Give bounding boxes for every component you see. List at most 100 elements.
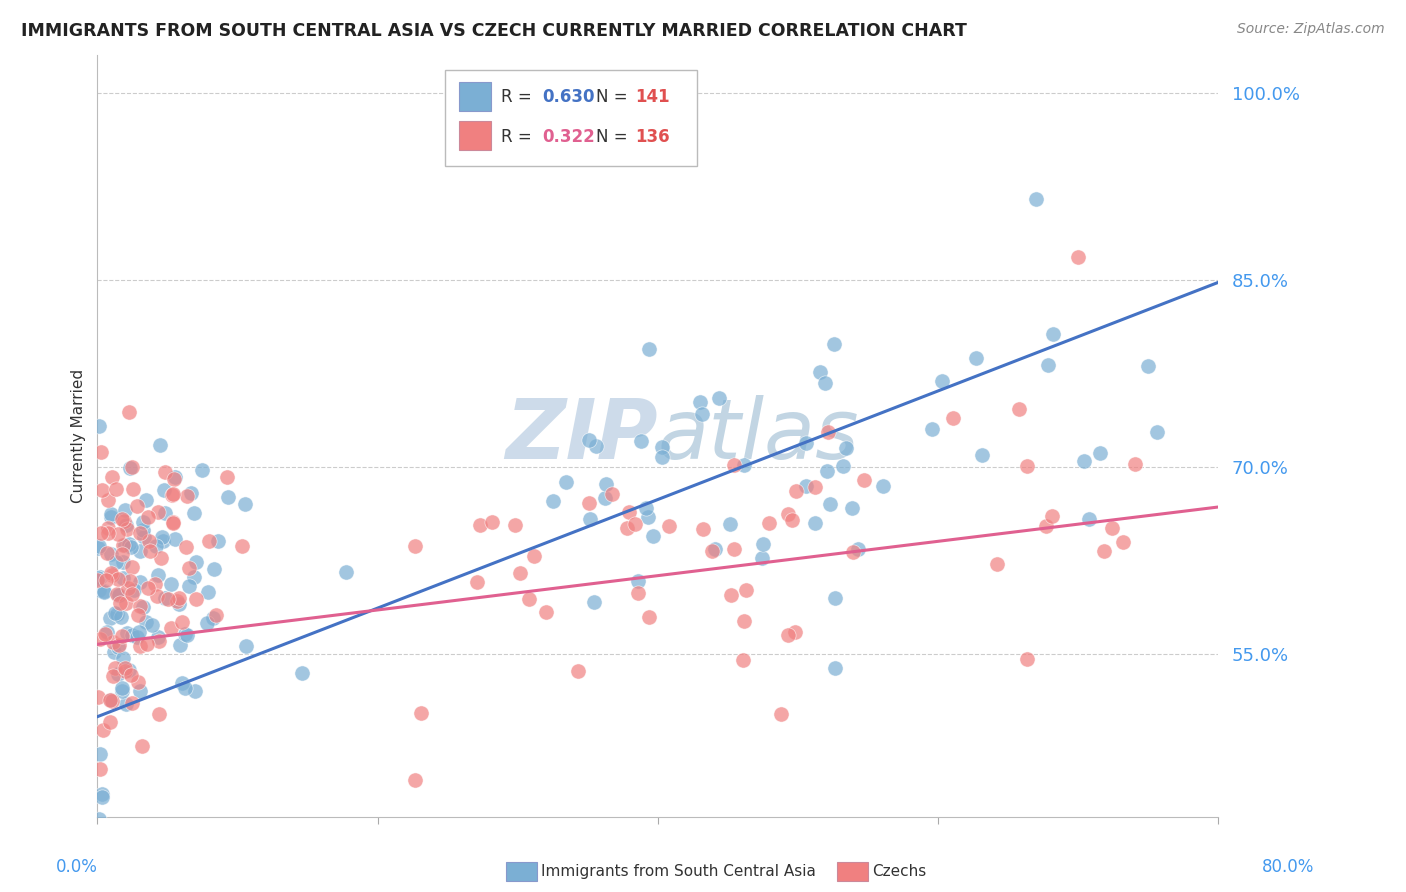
- Point: [90, 483, 112, 498]
- Point: [235, 639, 257, 653]
- Point: [107, 588, 129, 602]
- FancyBboxPatch shape: [460, 82, 491, 111]
- Text: 0.322: 0.322: [543, 128, 595, 145]
- Point: [136, 510, 159, 524]
- Point: [101, 567, 124, 582]
- Point: [841, 501, 863, 516]
- Text: 141: 141: [636, 88, 671, 106]
- Point: [162, 487, 184, 501]
- Point: [135, 637, 157, 651]
- Point: [174, 681, 197, 695]
- Point: [103, 645, 125, 659]
- Point: [87, 812, 110, 826]
- Point: [852, 473, 875, 487]
- Point: [986, 557, 1008, 571]
- Point: [832, 459, 855, 474]
- Point: [120, 540, 142, 554]
- Point: [93, 627, 115, 641]
- Point: [804, 516, 827, 531]
- Point: [96, 625, 118, 640]
- Point: [89, 747, 111, 761]
- Point: [780, 512, 803, 526]
- Point: [872, 479, 894, 493]
- Text: 136: 136: [636, 128, 671, 145]
- Point: [1146, 425, 1168, 440]
- Point: [202, 611, 225, 625]
- Point: [107, 588, 129, 602]
- Point: [965, 351, 987, 365]
- Point: [804, 480, 827, 494]
- Point: [111, 651, 134, 665]
- Point: [96, 546, 118, 560]
- Point: [815, 464, 838, 478]
- Point: [114, 697, 136, 711]
- Point: [118, 404, 141, 418]
- Point: [104, 606, 127, 620]
- Point: [127, 674, 149, 689]
- Point: [108, 596, 131, 610]
- Point: [128, 639, 150, 653]
- Point: [138, 544, 160, 558]
- Point: [541, 493, 564, 508]
- Point: [751, 551, 773, 566]
- Point: [177, 561, 200, 575]
- Text: atlas: atlas: [658, 395, 859, 476]
- Point: [117, 581, 139, 595]
- Point: [503, 517, 526, 532]
- Point: [121, 696, 143, 710]
- Point: [1015, 458, 1038, 473]
- Point: [778, 628, 800, 642]
- Point: [231, 539, 253, 553]
- Text: R =: R =: [501, 128, 537, 145]
- Point: [1078, 512, 1101, 526]
- Point: [160, 488, 183, 502]
- Point: [1112, 534, 1135, 549]
- Point: [111, 629, 134, 643]
- Point: [89, 569, 111, 583]
- Point: [616, 520, 638, 534]
- Point: [160, 577, 183, 591]
- Point: [114, 665, 136, 679]
- Point: [817, 425, 839, 440]
- Point: [177, 579, 200, 593]
- Point: [87, 539, 110, 553]
- Point: [470, 518, 492, 533]
- Point: [114, 596, 136, 610]
- Point: [152, 533, 174, 548]
- Point: [121, 459, 143, 474]
- Point: [465, 575, 488, 590]
- Point: [121, 483, 143, 497]
- Point: [163, 532, 186, 546]
- Point: [132, 530, 155, 544]
- Point: [91, 723, 114, 737]
- Point: [173, 626, 195, 640]
- Point: [481, 515, 503, 529]
- Point: [1123, 457, 1146, 471]
- Point: [98, 693, 121, 707]
- Point: [184, 555, 207, 569]
- Point: [651, 450, 673, 464]
- Point: [167, 597, 190, 611]
- Point: [104, 661, 127, 675]
- Point: [86, 573, 108, 587]
- Point: [141, 618, 163, 632]
- Point: [112, 514, 135, 528]
- Point: [734, 582, 756, 597]
- Point: [690, 407, 713, 421]
- Point: [148, 707, 170, 722]
- Point: [127, 630, 149, 644]
- Point: [1092, 544, 1115, 558]
- Point: [100, 693, 122, 707]
- Text: IMMIGRANTS FROM SOUTH CENTRAL ASIA VS CZECH CURRENTLY MARRIED CORRELATION CHART: IMMIGRANTS FROM SOUTH CENTRAL ASIA VS CZ…: [21, 22, 967, 40]
- Point: [600, 487, 623, 501]
- Point: [122, 583, 145, 598]
- Point: [108, 638, 131, 652]
- Point: [103, 669, 125, 683]
- Point: [162, 516, 184, 530]
- Point: [135, 492, 157, 507]
- Point: [689, 394, 711, 409]
- Point: [207, 534, 229, 549]
- Point: [814, 376, 837, 390]
- Point: [121, 628, 143, 642]
- Point: [651, 441, 673, 455]
